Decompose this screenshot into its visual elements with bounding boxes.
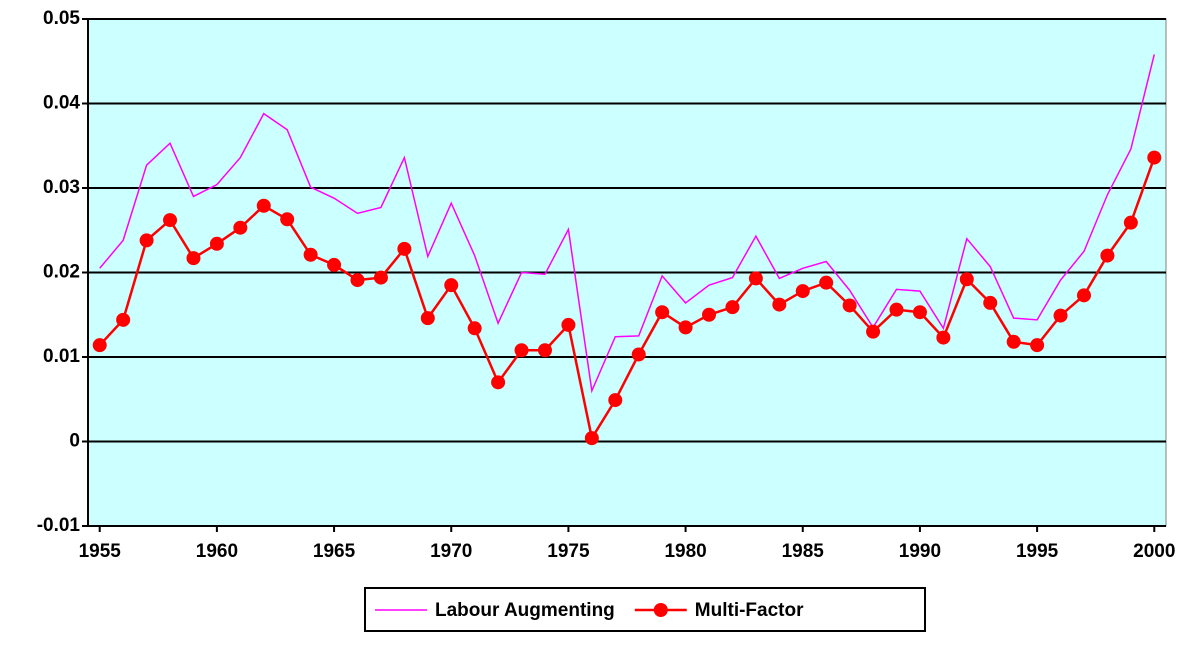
data-point [1147, 150, 1162, 165]
data-point [233, 220, 248, 235]
data-point [631, 347, 646, 362]
data-point [116, 312, 131, 327]
y-tick-label: -0.01 [37, 515, 81, 536]
data-point [748, 271, 763, 286]
y-tick-label: 0.04 [43, 93, 80, 114]
data-point [350, 273, 365, 288]
data-point [1053, 308, 1068, 323]
legend-label: Multi-Factor [695, 600, 804, 621]
y-tick-label: 0.03 [43, 177, 80, 198]
legend-label: Labour Augmenting [435, 600, 615, 621]
data-point [514, 343, 529, 358]
x-tick-label: 1985 [782, 541, 825, 562]
data-point [1076, 288, 1091, 303]
x-tick-label: 1965 [313, 541, 356, 562]
series-line [99, 54, 1156, 394]
x-tick-label: 2000 [1133, 541, 1175, 562]
data-point [163, 213, 178, 228]
data-point [373, 270, 388, 285]
data-point [795, 284, 810, 299]
data-point [209, 236, 224, 251]
data-point [983, 295, 998, 310]
data-point [139, 233, 154, 248]
series-line [98, 157, 1156, 442]
x-tick-label: 1995 [1016, 541, 1059, 562]
data-point [655, 305, 670, 320]
data-point [1123, 215, 1138, 230]
y-tick-label: 0 [69, 431, 80, 452]
data-point [444, 278, 459, 293]
y-tick-label: 0.05 [43, 8, 80, 29]
data-point [702, 307, 717, 322]
data-point [584, 431, 599, 446]
data-point [959, 272, 974, 287]
data-point [866, 324, 881, 339]
data-point [819, 275, 834, 290]
data-point [678, 320, 693, 335]
data-point [327, 257, 342, 272]
data-point [186, 251, 201, 266]
data-point [280, 212, 295, 227]
data-point [303, 247, 318, 262]
data-point [561, 317, 576, 332]
data-point [936, 330, 951, 345]
data-point [92, 338, 107, 353]
data-point [397, 241, 412, 256]
legend-marker [653, 603, 668, 617]
x-tick-label: 1960 [196, 541, 238, 562]
data-point [912, 305, 927, 320]
x-tick-label: 1970 [430, 541, 472, 562]
data-point [1030, 338, 1045, 353]
y-tick-label: 0.02 [43, 262, 80, 283]
x-tick-label: 1990 [899, 541, 941, 562]
data-point [256, 198, 271, 213]
data-point [725, 300, 740, 315]
data-point [842, 298, 857, 313]
x-tick-label: 1975 [547, 541, 590, 562]
x-tick-label: 1980 [664, 541, 706, 562]
x-tick-label: 1955 [79, 541, 122, 562]
data-point [1006, 334, 1021, 349]
data-point [491, 375, 506, 390]
data-point [537, 343, 552, 358]
data-point [608, 393, 623, 408]
data-point [772, 297, 787, 312]
data-point [467, 321, 482, 336]
legend: Labour Augmenting Multi-Factor [364, 587, 926, 632]
data-point [889, 302, 904, 317]
data-point [1100, 248, 1115, 263]
data-point [420, 311, 435, 326]
y-tick-label: 0.01 [43, 346, 80, 367]
